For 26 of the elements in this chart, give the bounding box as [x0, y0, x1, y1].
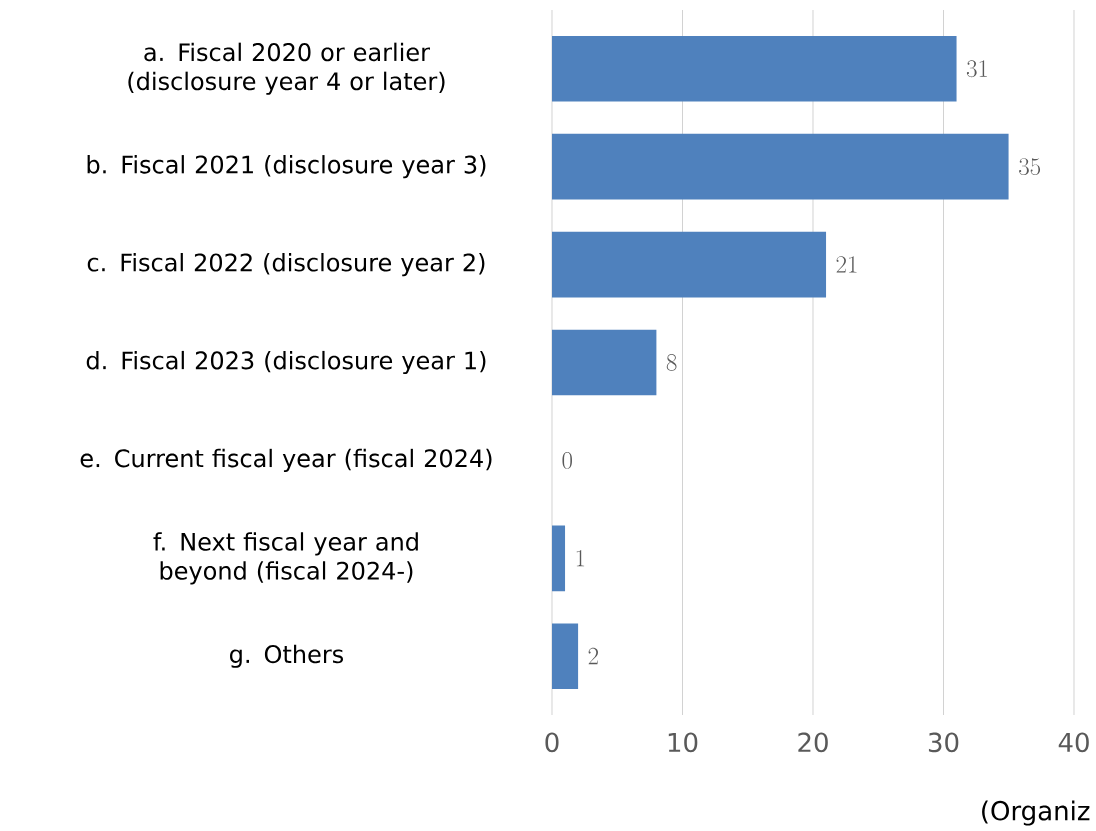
y-tick-label: b. Fiscal 2021 (disclosure year 3) — [87, 155, 486, 179]
data-label: 21 — [836, 256, 857, 273]
bar — [552, 133, 1009, 200]
y-tick-label: a. Fiscal 2020 or earlier (disclosure year 4 or later) — [128, 42, 445, 95]
bar — [552, 525, 566, 592]
data-label: 1 — [576, 549, 585, 567]
x-axis-title: (Organiz — [982, 800, 1090, 826]
y-tick-label: d. Fiscal 2023 (disclosure year 1) — [86, 350, 486, 375]
y-tick-label: e. Current fiscal year (fiscal 2024) — [80, 448, 492, 473]
bar — [552, 231, 827, 298]
x-tick-label: 30 — [928, 732, 959, 753]
y-tick-label: c. Fiscal 2022 (disclosure year 2) — [87, 252, 485, 277]
y-tick-label: g. Others — [230, 644, 344, 668]
data-label: 2 — [588, 647, 598, 665]
data-label: 31 — [966, 60, 988, 78]
bar — [552, 329, 657, 396]
data-label: 35 — [1019, 158, 1041, 176]
bar — [552, 35, 957, 102]
data-label: 0 — [562, 452, 572, 469]
x-tick-label: 20 — [798, 732, 828, 753]
bar — [552, 623, 579, 690]
x-tick-label: 40 — [1058, 732, 1089, 753]
x-tick-label: 0 — [545, 732, 559, 753]
y-tick-label: f. Next fiscal year and beyond (fiscal 2024-) — [153, 532, 418, 585]
x-tick-label: 10 — [668, 732, 698, 753]
data-label: 8 — [666, 354, 677, 371]
